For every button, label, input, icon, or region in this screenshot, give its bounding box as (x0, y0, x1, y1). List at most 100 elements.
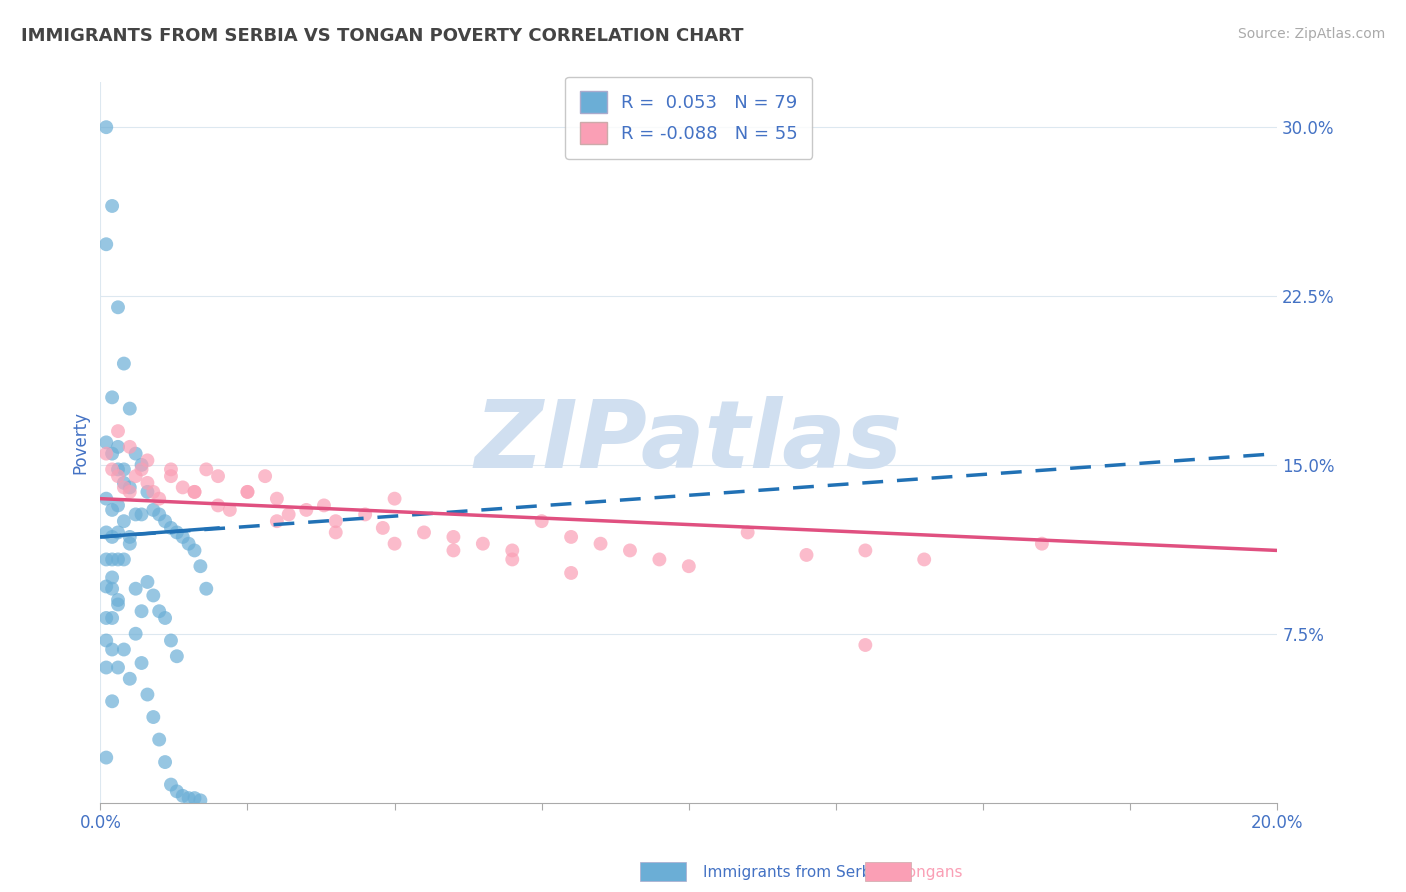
Point (153, 514, 176, 528)
Point (124, 469, 146, 483)
Point (112, 462, 135, 476)
Point (118, 480, 141, 494)
Y-axis label: Poverty: Poverty (72, 411, 89, 474)
Point (112, 642, 135, 657)
Point (266, 491, 288, 506)
Point (124, 626, 146, 640)
Point (131, 462, 153, 476)
Point (172, 530, 194, 544)
Point (118, 530, 141, 544)
Point (107, 469, 129, 483)
Point (384, 537, 406, 551)
Point (148, 508, 170, 522)
Point (166, 649, 188, 664)
Point (853, 543, 876, 558)
Point (153, 755, 176, 769)
Text: ZIPatlas: ZIPatlas (475, 396, 903, 489)
Point (107, 593, 129, 607)
Point (142, 484, 165, 499)
Point (295, 503, 318, 517)
Point (912, 552, 935, 566)
Point (96, 750, 118, 764)
Point (413, 525, 436, 540)
Point (101, 530, 124, 544)
Point (160, 521, 183, 535)
Point (107, 660, 129, 674)
Point (190, 559, 212, 574)
Point (190, 793, 212, 807)
Point (172, 789, 194, 803)
Point (101, 503, 124, 517)
Point (183, 484, 205, 499)
Text: Immigrants from Serbia: Immigrants from Serbia (703, 865, 884, 880)
Point (796, 548, 818, 562)
Point (131, 656, 153, 670)
Text: Source: ZipAtlas.com: Source: ZipAtlas.com (1237, 27, 1385, 41)
Point (107, 440, 129, 454)
Point (160, 469, 183, 483)
Point (101, 462, 124, 476)
Point (236, 484, 259, 499)
Point (124, 447, 146, 461)
Point (153, 611, 176, 625)
Point (96, 579, 118, 593)
Point (148, 491, 170, 506)
Point (96, 525, 118, 540)
Point (131, 458, 153, 472)
Point (325, 514, 347, 528)
Point (177, 791, 200, 805)
Point (112, 480, 135, 494)
Point (124, 508, 146, 522)
Point (354, 508, 377, 522)
Point (530, 514, 553, 528)
Point (160, 778, 183, 792)
Point (118, 484, 141, 499)
Point (148, 604, 170, 618)
Point (166, 525, 188, 540)
Point (560, 530, 582, 544)
Point (101, 552, 124, 566)
Point (96, 435, 118, 450)
Legend: R =  0.053   N = 79, R = -0.088   N = 55: R = 0.053 N = 79, R = -0.088 N = 55 (565, 77, 813, 159)
Point (254, 469, 277, 483)
Point (160, 462, 183, 476)
Point (142, 710, 165, 724)
Point (277, 508, 299, 522)
Point (136, 574, 159, 589)
Point (118, 440, 141, 454)
Point (124, 582, 146, 596)
Point (96, 633, 118, 648)
Point (136, 453, 159, 467)
Point (678, 559, 700, 574)
Point (107, 300, 129, 314)
Point (177, 537, 200, 551)
Point (1031, 537, 1053, 551)
Point (118, 672, 141, 686)
Point (172, 480, 194, 494)
Point (501, 552, 523, 566)
Point (101, 447, 124, 461)
Point (101, 642, 124, 657)
Point (112, 357, 135, 371)
Point (325, 525, 347, 540)
Point (853, 638, 876, 652)
Point (207, 469, 229, 483)
Point (142, 503, 165, 517)
Point (107, 499, 129, 513)
Point (737, 525, 759, 540)
Point (648, 552, 671, 566)
Point (441, 543, 464, 558)
Point (371, 521, 394, 535)
Point (136, 475, 159, 490)
Point (96, 552, 118, 566)
Point (107, 462, 129, 476)
Point (101, 694, 124, 708)
Point (183, 543, 205, 558)
Point (131, 508, 153, 522)
Point (136, 484, 159, 499)
Point (96, 491, 118, 506)
Point (142, 589, 165, 603)
Point (96, 237, 118, 252)
Point (118, 537, 141, 551)
Point (166, 784, 188, 798)
